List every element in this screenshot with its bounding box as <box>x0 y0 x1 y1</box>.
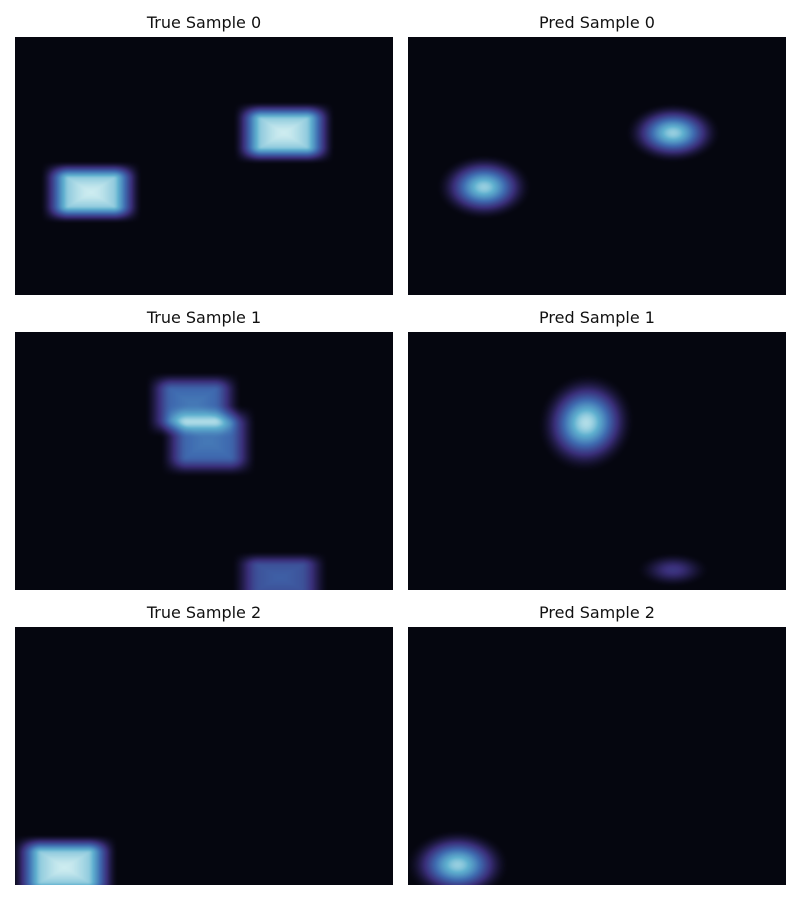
panel-title: Pred Sample 0 <box>539 13 655 32</box>
heatmap-true-sample-1 <box>15 332 393 590</box>
heatmap-pred-sample-2 <box>408 627 786 885</box>
heatmap-true-sample-0 <box>15 37 393 295</box>
heatmap-pred-sample-0 <box>408 37 786 295</box>
panel-title: True Sample 0 <box>146 13 262 32</box>
panel-title: Pred Sample 1 <box>539 308 655 327</box>
panel-title: Pred Sample 2 <box>539 603 655 622</box>
heatmap-pred-sample-1 <box>408 332 786 590</box>
panel-title: True Sample 1 <box>146 308 262 327</box>
heatmap-true-sample-2 <box>15 627 393 885</box>
panel-title: True Sample 2 <box>146 603 262 622</box>
